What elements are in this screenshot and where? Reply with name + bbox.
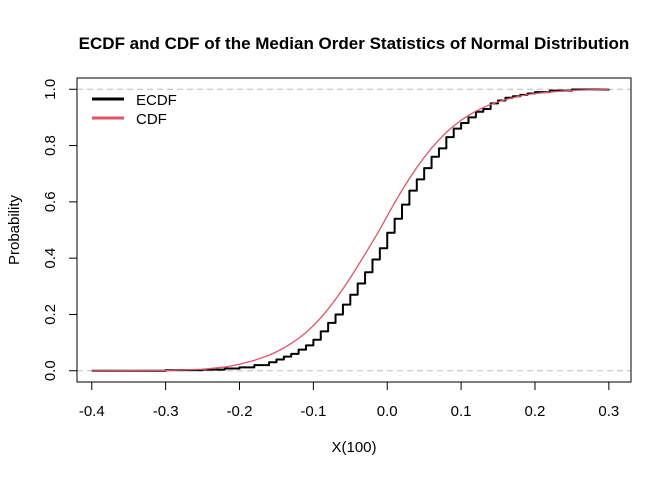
x-tick-label: -0.2 xyxy=(227,403,253,420)
y-tick-label: 1.0 xyxy=(42,79,59,100)
x-tick-label: 0.1 xyxy=(451,403,472,420)
x-tick-label: 0.3 xyxy=(598,403,619,420)
x-tick-label: 0.0 xyxy=(377,403,398,420)
y-tick-label: 0.6 xyxy=(42,191,59,212)
y-tick-label: 0.8 xyxy=(42,135,59,156)
legend-label-cdf: CDF xyxy=(136,111,167,128)
y-axis-label: Probability xyxy=(6,194,23,265)
y-tick-label: 0.0 xyxy=(42,360,59,381)
y-tick-label: 0.4 xyxy=(42,248,59,269)
x-axis-label: X(100) xyxy=(331,439,376,456)
chart-title: ECDF and CDF of the Median Order Statist… xyxy=(79,34,630,53)
reference-lines xyxy=(77,88,631,372)
legend-label-ecdf: ECDF xyxy=(136,92,177,109)
y-tick-label: 0.2 xyxy=(42,304,59,325)
series-line-ecdf xyxy=(91,88,610,372)
series-layer xyxy=(91,88,610,372)
x-tick-label: -0.3 xyxy=(153,403,179,420)
x-tick-label: 0.2 xyxy=(525,403,546,420)
x-tick-label: -0.1 xyxy=(300,403,326,420)
x-tick-label: -0.4 xyxy=(79,403,105,420)
legend: ECDF CDF xyxy=(92,92,177,128)
x-axis: -0.4 -0.3 -0.2 -0.1 0.0 0.1 0.2 0.3 xyxy=(79,381,619,420)
series-line-cdf xyxy=(91,88,609,372)
y-axis: 0.0 0.2 0.4 0.6 0.8 1.0 xyxy=(42,79,78,381)
